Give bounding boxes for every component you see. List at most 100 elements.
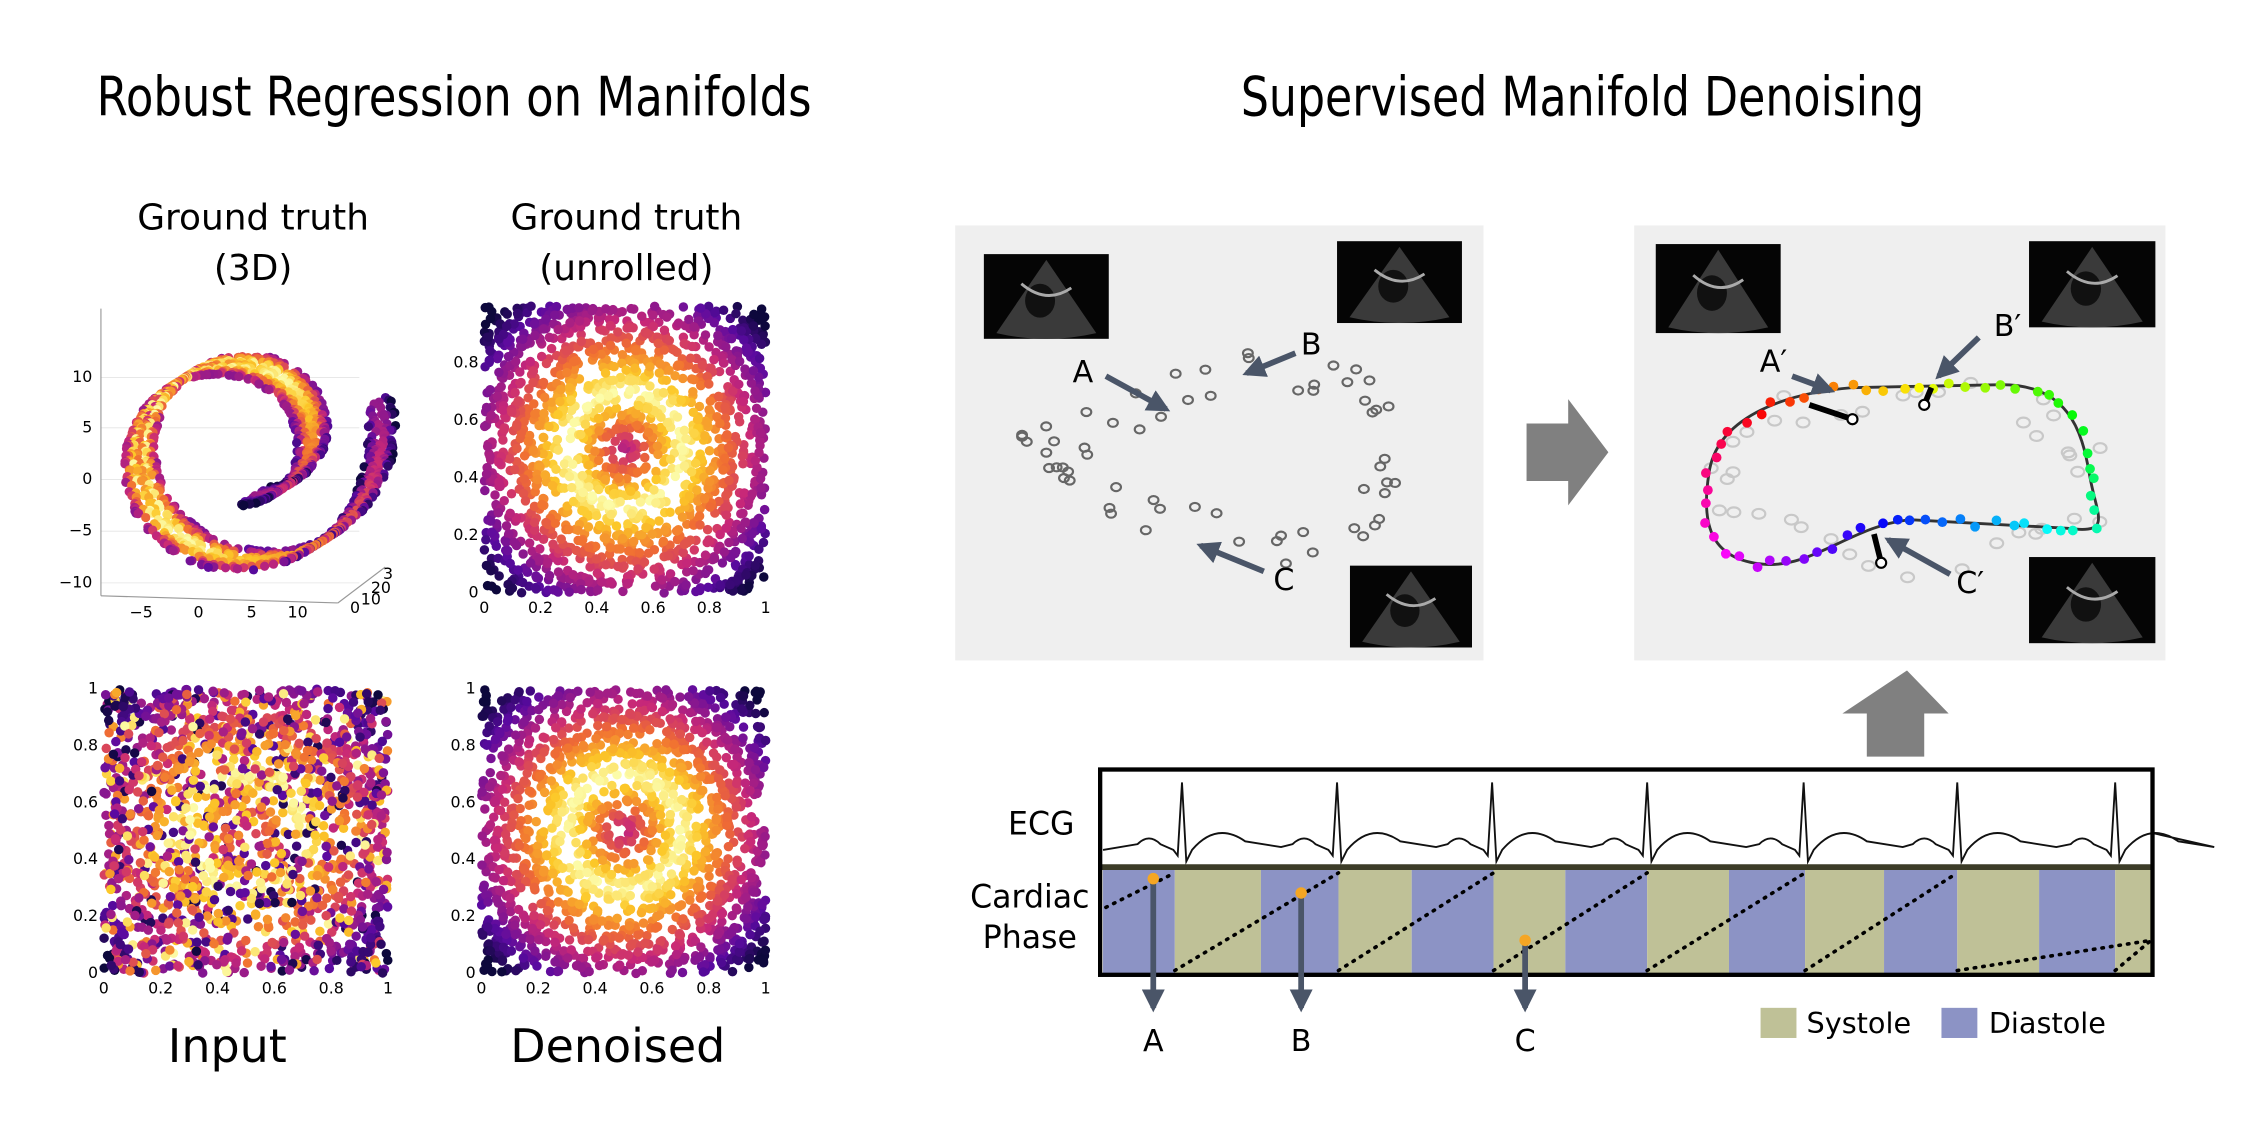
data-point: [613, 327, 623, 337]
data-point: [150, 867, 161, 878]
data-point: [170, 796, 181, 806]
data-point: [704, 476, 715, 487]
z-tick-label: 20: [371, 578, 391, 597]
data-point: [593, 585, 603, 595]
data-point: [705, 396, 716, 406]
data-point: [343, 870, 354, 880]
scatter-panel: 0 0.2 0.4 0.6 0.8 100.20.40.60.8: [453, 301, 771, 617]
data-point: [372, 842, 383, 852]
data-point: [223, 905, 234, 916]
data-point: [503, 351, 514, 362]
data-point: [356, 962, 366, 972]
data-point: [360, 840, 370, 850]
data-point: [755, 473, 766, 484]
data-point: [184, 756, 195, 767]
data-point: [288, 761, 299, 772]
data-point: [104, 728, 114, 738]
data-point: [605, 542, 616, 553]
data-point: [539, 408, 549, 419]
data-point: [510, 387, 520, 398]
data-point: [262, 914, 273, 925]
data-point: [667, 463, 677, 474]
data-point: [288, 869, 298, 880]
data-point: [504, 454, 515, 464]
data-point: [723, 443, 734, 453]
y-tick-label: 1: [88, 679, 98, 698]
data-point: [173, 900, 183, 910]
data-point: [584, 542, 594, 553]
data-point: [106, 909, 116, 920]
y-tick-label: 0.2: [73, 906, 98, 925]
data-point: [296, 786, 307, 796]
data-point: [639, 441, 649, 452]
data-point: [538, 432, 548, 443]
data-point: [240, 717, 251, 727]
data-point: [501, 321, 512, 331]
data-point: [324, 963, 335, 974]
data-point: [505, 508, 515, 519]
data-point: [294, 942, 305, 952]
data-point: [617, 306, 627, 317]
data-point: [694, 511, 705, 521]
data-point: [271, 815, 281, 825]
data-point: [165, 945, 175, 955]
data-point: [268, 728, 279, 739]
data-point: [346, 906, 357, 916]
data-point: [311, 817, 321, 827]
data-point: [133, 509, 143, 519]
data-point: [655, 359, 665, 369]
data-point: [262, 849, 272, 859]
data-point: [494, 367, 504, 378]
data-point: [748, 365, 759, 376]
data-point: [722, 429, 732, 440]
data-point: [515, 367, 525, 377]
data-point: [220, 823, 231, 833]
data-point: [134, 893, 144, 903]
data-point: [537, 499, 547, 510]
data-point: [268, 559, 279, 569]
data-point: [132, 877, 143, 888]
data-point: [530, 409, 540, 419]
data-point: [256, 961, 266, 971]
data-point: [642, 403, 653, 414]
data-point: [278, 688, 289, 699]
data-point: [553, 445, 563, 455]
data-point: [352, 792, 363, 802]
data-point: [241, 935, 251, 946]
data-point: [525, 356, 536, 367]
data-point: [345, 851, 356, 861]
data-point: [220, 563, 231, 573]
data-point: [623, 578, 633, 589]
data-point: [339, 714, 350, 724]
data-point: [755, 427, 766, 438]
data-point: [499, 423, 510, 433]
data-point: [689, 428, 699, 439]
data-point: [201, 937, 211, 947]
data-point: [600, 474, 611, 485]
left-title: Robust Regression on Manifolds: [97, 65, 812, 129]
data-point: [218, 806, 228, 817]
data-point: [561, 345, 571, 356]
data-point: [124, 784, 134, 795]
data-point: [688, 407, 699, 418]
data-point: [171, 705, 182, 715]
data-point: [690, 458, 701, 469]
data-point: [493, 457, 504, 468]
data-point: [223, 833, 234, 844]
data-point: [643, 328, 653, 339]
data-point: [260, 740, 270, 751]
data-point: [236, 946, 247, 956]
data-point: [640, 452, 650, 463]
data-point: [163, 838, 174, 848]
data-point: [749, 309, 759, 320]
data-point: [748, 321, 759, 331]
data-point: [499, 496, 509, 506]
data-point: [251, 828, 261, 839]
data-point: [232, 779, 242, 789]
data-point: [113, 844, 124, 855]
data-point: [363, 889, 373, 900]
data-point: [248, 788, 258, 798]
data-point: [241, 697, 251, 707]
data-point: [615, 544, 626, 554]
data-point: [192, 792, 203, 803]
